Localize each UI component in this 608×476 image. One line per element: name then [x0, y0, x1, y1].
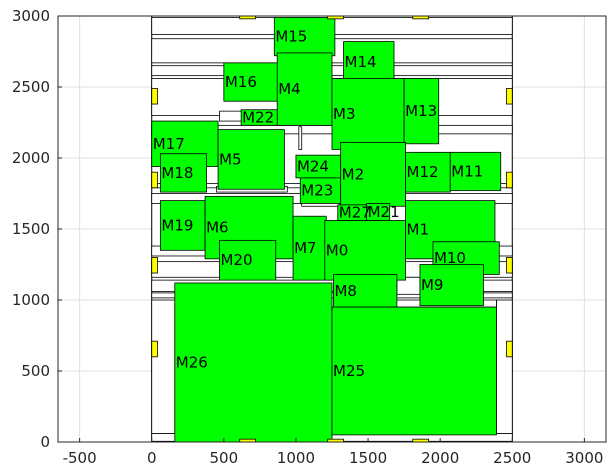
- x-tick-label: 500: [210, 449, 239, 467]
- module-label-m22: M22: [242, 109, 274, 127]
- x-tick-label: 1500: [349, 449, 387, 467]
- y-tick-label: 1000: [12, 291, 50, 309]
- module-label-m7: M7: [294, 239, 317, 257]
- module-label-m11: M11: [451, 162, 483, 180]
- whitespace-rect: [495, 299, 513, 434]
- module-label-m25: M25: [333, 362, 365, 380]
- module-label-m27: M27: [339, 204, 371, 222]
- module-m7: [292, 215, 327, 281]
- module-label-m1: M1: [407, 221, 430, 239]
- module-m11: [449, 151, 502, 192]
- module-layer: [151, 17, 502, 443]
- module-m9: [419, 264, 484, 307]
- module-m25: [331, 306, 497, 436]
- x-tick-label: 1000: [277, 449, 315, 467]
- module-label-m15: M15: [275, 28, 307, 46]
- io-pad: [151, 88, 158, 105]
- y-tick-label: 3000: [12, 7, 50, 25]
- module-m14: [343, 41, 395, 84]
- whitespace-rect: [151, 299, 176, 434]
- module-label-m5: M5: [219, 150, 242, 168]
- io-pad: [506, 340, 513, 358]
- module-m15: [273, 17, 336, 57]
- module-label-m10: M10: [434, 249, 466, 267]
- module-label-m12: M12: [407, 163, 439, 181]
- module-label-m17: M17: [153, 135, 185, 153]
- module-label-layer: M15 M14 M16 M4 M3 M13 M22 M17 M5 M18 M24 M23 M2 M12 M1…: [153, 28, 484, 380]
- module-m2: [340, 141, 406, 207]
- axes-layer: -500 0 500 1000 1500 2000 2500 3000 0 500 1000 1500…: [12, 7, 607, 467]
- module-label-m2: M2: [342, 165, 365, 183]
- module-m13: [403, 78, 440, 145]
- io-pad: [506, 88, 513, 105]
- module-m5: [217, 129, 285, 190]
- io-pad: [151, 256, 158, 274]
- x-tick-label: 2000: [421, 449, 459, 467]
- x-tick-label: 2500: [493, 449, 531, 467]
- y-tick-label: 2500: [12, 78, 50, 96]
- module-label-m14: M14: [345, 53, 377, 71]
- io-pad: [506, 171, 513, 189]
- module-m26: [174, 282, 333, 443]
- x-tick-label: 0: [147, 449, 157, 467]
- module-label-m20: M20: [221, 251, 253, 269]
- module-m4: [276, 52, 333, 126]
- module-m23: [299, 177, 342, 204]
- x-tick-label: -500: [63, 449, 97, 467]
- whitespace-rect: [219, 110, 243, 122]
- module-label-m23: M23: [301, 182, 333, 200]
- x-tick-label: 3000: [565, 449, 603, 467]
- y-tick-label: 2000: [12, 149, 50, 167]
- module-m16: [223, 62, 280, 102]
- io-pad: [151, 340, 158, 358]
- module-label-m4: M4: [278, 80, 301, 98]
- module-label-m8: M8: [334, 282, 357, 300]
- module-m21: [366, 203, 391, 221]
- y-tick-label: 0: [40, 433, 50, 451]
- y-tick-label: 1500: [12, 220, 50, 238]
- module-m3: [331, 78, 405, 150]
- module-label-m19: M19: [161, 216, 193, 234]
- io-pad: [506, 256, 513, 274]
- module-label-m24: M24: [297, 158, 329, 176]
- io-pad: [151, 171, 158, 189]
- module-label-m9: M9: [421, 276, 444, 294]
- module-m18: [159, 153, 207, 193]
- module-m20: [219, 239, 277, 281]
- module-label-m18: M18: [161, 164, 193, 182]
- module-label-m16: M16: [225, 73, 257, 91]
- y-tick-label: 500: [21, 362, 50, 380]
- module-label-m13: M13: [405, 102, 437, 120]
- module-m22: [240, 109, 278, 126]
- module-label-m0: M0: [326, 241, 349, 259]
- whitespace-rect: [298, 126, 303, 150]
- module-label-m26: M26: [176, 353, 208, 371]
- module-label-m3: M3: [333, 105, 356, 123]
- module-m12: [405, 151, 451, 193]
- pad-layer: [151, 15, 513, 443]
- module-label-m21: M21: [368, 203, 400, 221]
- module-label-m6: M6: [206, 219, 229, 237]
